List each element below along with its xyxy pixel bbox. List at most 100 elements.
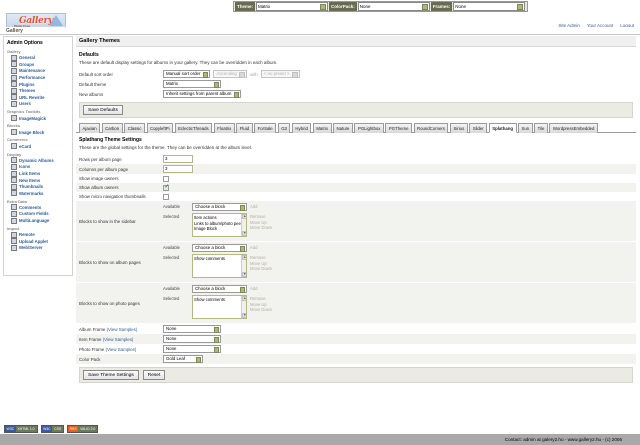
default-theme-select[interactable]: Matrix [163, 80, 221, 88]
listbox-scrollbar[interactable]: ▲ ▼ [241, 214, 246, 236]
sidebar-item-comments[interactable]: Comments [7, 204, 69, 211]
tab-ajaxian[interactable]: Ajaxian [79, 123, 101, 133]
list-item[interactable]: Item actions [194, 215, 217, 220]
default-sort-order-select[interactable]: Manual sort order [163, 70, 211, 78]
block-action-move-down[interactable]: Move Down [250, 225, 273, 230]
theme-selector[interactable]: Matrix [256, 2, 329, 11]
block-action-remove[interactable]: Remove [250, 296, 266, 301]
tab-nature[interactable]: Nature [333, 123, 353, 133]
view-samples-link[interactable]: (View Samples) [105, 346, 137, 352]
scroll-down-icon[interactable]: ▼ [242, 313, 247, 318]
setting-checkbox[interactable] [163, 193, 169, 200]
validation-badge[interactable]: W3C CSS [40, 425, 65, 433]
block-action-remove[interactable]: Remove [250, 255, 266, 260]
list-item[interactable]: Links to album/photo peers [194, 220, 245, 226]
available-block-select[interactable]: Choose a block [192, 285, 247, 293]
colorpack-selector[interactable]: None [357, 2, 430, 11]
sidebar-item-imagemagick[interactable]: ImageMagick [7, 115, 69, 122]
scroll-down-icon[interactable]: ▼ [242, 231, 247, 236]
sidebar-item-new-items[interactable]: New Items [7, 177, 69, 184]
add-block-link[interactable]: Add [250, 286, 258, 291]
frames-selector[interactable]: None [453, 2, 526, 11]
new-albums-select[interactable]: Inherit settings from parent album [163, 90, 242, 98]
sidebar-item-dynamic-albums[interactable]: Dynamic Albums [7, 157, 69, 164]
sidebar-item-remote[interactable]: Remote [7, 231, 69, 238]
sidebar-item-upload-applet[interactable]: Upload Applet [7, 238, 69, 245]
logout-link[interactable]: Logout [620, 23, 634, 28]
tab-fluid[interactable]: Fluid [236, 123, 253, 133]
scroll-down-icon[interactable]: ▼ [242, 272, 247, 277]
sidebar-item-ecard[interactable]: eCard [7, 143, 69, 150]
listbox-scrollbar[interactable]: ▲ ▼ [241, 296, 246, 318]
sidebar-item-thumbnails[interactable]: Thumbnails [7, 183, 69, 190]
tab-matrix[interactable]: Matrix [312, 123, 332, 133]
sidebar-item-icons[interactable]: Icons [7, 163, 69, 171]
tab-sirius[interactable]: Sirius [449, 123, 468, 133]
list-item[interactable]: Image Block [194, 226, 218, 231]
sidebar-item-performance[interactable]: Performance [7, 74, 69, 81]
tab-wordpressembedded[interactable]: WordpressEmbedded [549, 123, 598, 133]
listbox-scrollbar[interactable]: ▲ ▼ [241, 255, 246, 277]
sort-preset-select[interactable]: < no preset > [260, 70, 300, 78]
frame-select[interactable]: None [163, 325, 221, 333]
block-action-move-down[interactable]: Move Down [250, 266, 273, 271]
tab-copyleftpi[interactable]: CopyleftPi [146, 123, 174, 133]
breadcrumb-gallery[interactable]: Gallery [6, 27, 23, 34]
sidebar-item-link-items[interactable]: Link Items [7, 170, 69, 177]
setting-text-input[interactable]: 3 [163, 155, 193, 163]
tab-sun[interactable]: Sun [518, 123, 533, 133]
scroll-up-icon[interactable]: ▲ [242, 296, 247, 301]
tab-pglightbox[interactable]: PGLightbox [354, 123, 384, 133]
selected-blocks-listbox[interactable]: Show comments ▲ ▼ [192, 254, 247, 278]
view-samples-link[interactable]: (View Samples) [106, 326, 138, 332]
setting-checkbox[interactable] [163, 175, 169, 182]
tab-g3[interactable]: G3 [277, 123, 291, 133]
block-action-move-down[interactable]: Move Down [250, 307, 273, 312]
save-theme-settings-button[interactable]: Save Theme Settings [83, 370, 139, 380]
tab-roundcorners[interactable]: RoundCorners [413, 123, 449, 133]
your-account-link[interactable]: Your Account [586, 23, 614, 28]
setting-text-input[interactable]: 3 [163, 165, 193, 173]
block-action-move-up[interactable]: Move Up [250, 219, 267, 225]
selected-blocks-listbox[interactable]: Item actions Links to album/photo peers Im… [192, 213, 247, 237]
tab-pgtheme[interactable]: PGTheme [385, 123, 413, 133]
sidebar-item-plugins[interactable]: Plugins [7, 81, 69, 88]
tab-eclecticthreads[interactable]: EclecticThreads [174, 123, 213, 133]
selected-blocks-listbox[interactable]: Show comments ▲ ▼ [192, 295, 247, 319]
sidebar-item-url-rewrite[interactable]: URL Rewrite [7, 94, 69, 101]
sidebar-item-multilanguage[interactable]: MultiLanguage [7, 217, 69, 224]
save-defaults-button[interactable]: Save Defaults [83, 105, 123, 115]
view-samples-link[interactable]: (View Samples) [102, 336, 134, 342]
tab-floatrix[interactable]: Floatrix [213, 123, 235, 133]
sidebar-item-groups[interactable]: Groups [7, 61, 69, 68]
validation-badge[interactable]: RSS VALID 2.0 [67, 425, 99, 433]
tab-hybrid[interactable]: Hybrid [291, 123, 312, 133]
sidebar-item-themes[interactable]: Themes [7, 87, 69, 94]
available-block-select[interactable]: Choose a block [192, 203, 247, 211]
setting-checkbox[interactable] [163, 184, 169, 191]
list-item[interactable]: Show comments [194, 256, 225, 261]
scroll-up-icon[interactable]: ▲ [242, 214, 247, 219]
sidebar-item-web-server[interactable]: Web/Server [7, 244, 69, 252]
block-action-remove[interactable]: Remove [250, 214, 266, 219]
tab-carbon[interactable]: Carbon [101, 123, 123, 133]
frame-select[interactable]: None [163, 335, 221, 343]
frame-select[interactable]: None [163, 345, 221, 353]
tab-slider[interactable]: Slider [469, 123, 488, 133]
add-block-link[interactable]: Add [250, 204, 258, 209]
reset-button[interactable]: Reset [142, 370, 166, 380]
sidebar-item-custom-fields[interactable]: Custom Fields [7, 210, 69, 218]
tab-tile[interactable]: Tile [534, 123, 548, 133]
sidebar-item-image-block[interactable]: Image Block [7, 129, 69, 136]
tab-forsale[interactable]: ForSale [254, 123, 277, 133]
add-block-link[interactable]: Add [250, 245, 258, 250]
block-action-move-up[interactable]: Move Up [250, 301, 267, 307]
site-admin-link[interactable]: Site Admin [558, 23, 580, 28]
frame-select[interactable]: Gold Leaf [163, 355, 203, 363]
tab-splathang[interactable]: Splathang [488, 123, 517, 133]
validation-badge[interactable]: W3C XHTML 1.0 [4, 425, 38, 433]
scroll-up-icon[interactable]: ▲ [242, 255, 247, 260]
tab-classic[interactable]: Classic [124, 123, 146, 133]
sidebar-item-general[interactable]: General [7, 54, 69, 62]
sidebar-item-watermarks[interactable]: Watermarks [7, 190, 69, 197]
